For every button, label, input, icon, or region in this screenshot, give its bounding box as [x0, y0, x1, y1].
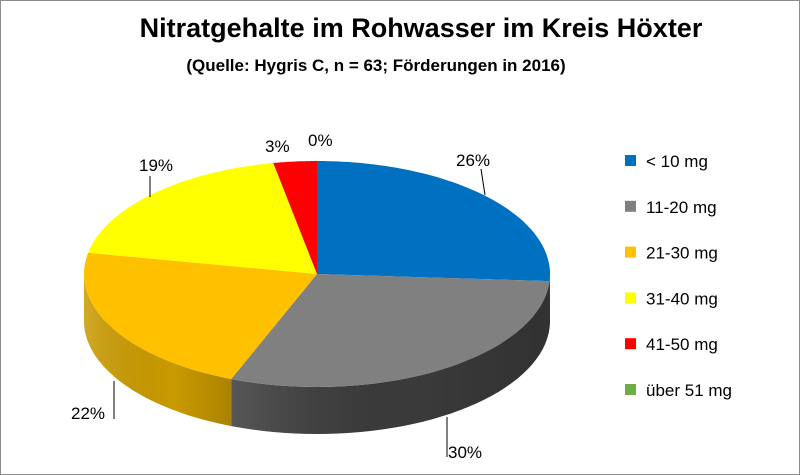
legend-label: 21-30 mg	[646, 244, 718, 263]
legend-item-11-20-mg: 11-20 mg	[625, 198, 717, 217]
legend-item-10-mg: < 10 mg	[625, 152, 708, 171]
data-label-ber-51-mg: 0%	[308, 131, 333, 150]
legend-item-ber-51-mg: über 51 mg	[625, 381, 732, 400]
legend-swatch	[625, 246, 636, 258]
legend-item-21-30-mg: 21-30 mg	[625, 244, 718, 263]
legend-label: 11-20 mg	[646, 198, 717, 217]
legend-label: 41-50 mg	[646, 335, 718, 354]
pie-side-shade	[231, 281, 550, 434]
legend-item-31-40-mg: 31-40 mg	[625, 289, 718, 308]
data-label-31-40-mg: 19%	[139, 156, 173, 175]
data-label-11-20-mg: 30%	[448, 443, 482, 462]
legend-label: 31-40 mg	[646, 289, 718, 308]
legend-swatch	[625, 338, 636, 350]
legend-item-41-50-mg: 41-50 mg	[625, 335, 718, 354]
legend-swatch	[625, 384, 636, 395]
pie-slice-31-40-mg[interactable]	[88, 163, 317, 274]
legend-label: < 10 mg	[646, 152, 708, 171]
legend-swatch	[625, 200, 636, 212]
pie-slice-11-20-mg[interactable]	[231, 274, 550, 387]
data-label-21-30-mg: 22%	[71, 404, 105, 423]
legend-label: über 51 mg	[646, 381, 732, 400]
data-label-10-mg: 26%	[456, 151, 490, 170]
legend-swatch	[625, 155, 636, 166]
leader-line	[480, 168, 486, 196]
pie-slice-21-30-mg[interactable]	[84, 252, 317, 380]
pie-slice-41-50-mg[interactable]	[273, 161, 317, 274]
pie-slice-10-mg[interactable]	[317, 161, 550, 282]
chart-title: Nitratgehalte im Rohwasser im Kreis Höxt…	[139, 13, 703, 43]
legend-swatch	[625, 292, 636, 304]
chart-subtitle: (Quelle: Hygris C, n = 63; Förderungen i…	[186, 56, 566, 75]
pie-side-shade	[549, 274, 550, 329]
data-label-41-50-mg: 3%	[265, 137, 290, 156]
pie-side-shade	[84, 274, 232, 427]
